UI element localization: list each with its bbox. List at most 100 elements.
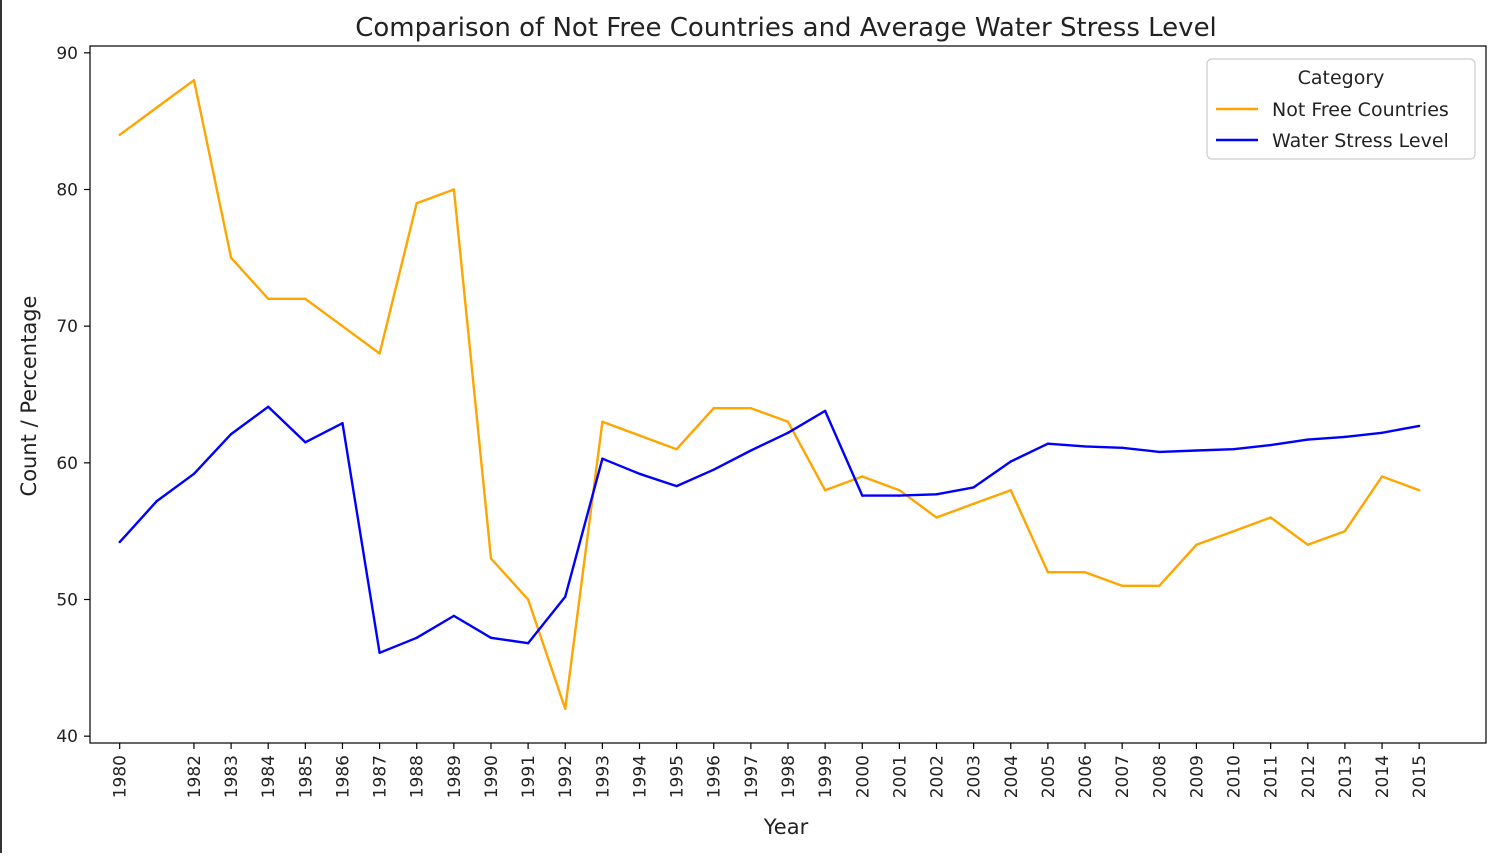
y-tick-label: 50 (56, 591, 78, 611)
water-stress-level-point (452, 614, 456, 618)
not-free-countries-point (1417, 488, 1421, 492)
not-free-countries-point (1120, 584, 1124, 588)
x-tick-label: 2007 (1113, 755, 1133, 798)
water-stress-level-point (341, 422, 344, 425)
not-free-countries-point (823, 488, 827, 492)
not-free-countries-point (898, 488, 901, 492)
y-axis-label: Count / Percentage (17, 296, 41, 497)
water-stress-level-point (489, 636, 493, 639)
x-tick-label: 2009 (1187, 755, 1207, 798)
not-free-countries-point (304, 297, 307, 301)
series-lines (118, 78, 1421, 711)
x-tick-label: 1994 (630, 755, 650, 798)
not-free-countries-point (1158, 584, 1161, 588)
chart-title: Comparison of Not Free Countries and Ave… (355, 13, 1217, 43)
not-free-countries-point (564, 707, 567, 711)
water-stress-level-point (1269, 443, 1272, 447)
x-tick-label: 2014 (1373, 755, 1393, 798)
not-free-countries-point (1195, 543, 1198, 547)
water-stress-level-point (1343, 435, 1347, 439)
not-free-countries-point (1269, 516, 1272, 519)
water-stress-level-point (638, 472, 641, 475)
not-free-countries-point (341, 324, 344, 328)
legend-label: Water Stress Level (1272, 130, 1449, 152)
not-free-countries-point (786, 420, 790, 424)
legend-title: Category (1298, 67, 1385, 89)
axes: 40 50 60 70 80 90 1980 1982 1983 1984 1985 1986 1987… (56, 44, 1487, 798)
water-stress-level-point (749, 449, 753, 452)
water-stress-level-point (1158, 450, 1161, 454)
x-tick-label: 1983 (222, 755, 242, 798)
water-stress-level-point (1120, 446, 1124, 449)
water-stress-level-point (155, 499, 159, 503)
water-stress-level-point (1195, 449, 1198, 452)
x-tick-label: 2012 (1299, 755, 1319, 798)
x-tick-label: 2011 (1262, 755, 1282, 798)
x-tick-label: 1988 (408, 755, 428, 798)
x-tick-label: 1987 (371, 755, 391, 798)
water-stress-level-point (898, 494, 901, 497)
water-stress-level-point (267, 405, 270, 408)
x-tick-label: 2001 (890, 755, 910, 798)
water-stress-level-point (1232, 447, 1235, 451)
x-tick-label: 2005 (1039, 755, 1059, 798)
x-tick-label: 2010 (1225, 755, 1245, 798)
water-stress-level-point (229, 432, 233, 436)
not-free-countries-point (1009, 488, 1012, 492)
x-tick-label: 1980 (111, 755, 131, 798)
x-tick-label: 1984 (259, 755, 279, 798)
not-free-countries-point (749, 406, 753, 410)
x-tick-label: 1995 (668, 755, 688, 798)
water-stress-level-point (1306, 438, 1309, 441)
not-free-countries-point (601, 420, 604, 424)
water-stress-level-point (1046, 442, 1050, 445)
x-tick-label: 1989 (445, 755, 465, 798)
not-free-countries-point (1046, 570, 1050, 574)
not-free-countries-point (712, 406, 715, 410)
x-tick-label: 1985 (296, 755, 316, 798)
x-axis-label: Year (763, 815, 809, 839)
legend-label: Not Free Countries (1272, 99, 1449, 121)
not-free-countries-line (118, 78, 1420, 710)
x-tick-label: 2008 (1150, 755, 1170, 798)
water-stress-level-point (1009, 460, 1012, 463)
x-tick-label: 1986 (333, 755, 353, 798)
x-tick-label: 2002 (928, 755, 948, 798)
water-stress-level-point (823, 409, 827, 413)
not-free-countries-point (192, 78, 196, 82)
x-tick-label: 1998 (779, 755, 799, 798)
not-free-countries-point (638, 434, 641, 437)
not-free-countries-point (861, 475, 864, 478)
x-tick-label: 1997 (742, 755, 762, 798)
y-tick-label: 90 (56, 44, 78, 64)
not-free-countries-point (1306, 543, 1309, 547)
water-stress-level-point (1417, 424, 1421, 428)
y-tick-label: 60 (56, 454, 78, 474)
water-stress-level-point (1380, 431, 1384, 434)
x-tick-label: 2000 (853, 755, 873, 798)
not-free-countries-point (452, 188, 456, 191)
x-tick-label: 2015 (1410, 755, 1430, 798)
not-free-countries-point (267, 297, 270, 301)
water-stress-level-point (935, 493, 938, 496)
x-tick-label: 2006 (1076, 755, 1096, 798)
not-free-countries-point (935, 516, 938, 519)
legend-box (1206, 58, 1476, 160)
water-stress-level-point (601, 457, 604, 460)
x-tick-label: 1996 (705, 755, 725, 798)
legend: Category Not Free Countries Water Stress L… (1206, 58, 1476, 160)
not-free-countries-point (1380, 475, 1384, 478)
y-tick-label: 80 (56, 181, 78, 201)
x-tick-label: 1999 (816, 755, 836, 798)
water-stress-level-point (526, 642, 530, 645)
not-free-countries-point (972, 502, 975, 506)
water-stress-level-point (712, 468, 715, 471)
x-tick-label: 1992 (556, 755, 576, 798)
water-stress-level-point (675, 484, 678, 488)
not-free-countries-point (415, 201, 418, 205)
not-free-countries-point (229, 256, 233, 260)
water-stress-level-point (378, 651, 381, 654)
not-free-countries-point (489, 557, 493, 560)
not-free-countries-point (155, 106, 159, 109)
x-tick-label: 1982 (185, 755, 205, 798)
